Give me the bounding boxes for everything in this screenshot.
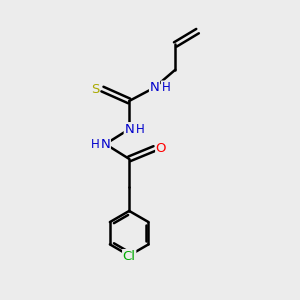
- Text: S: S: [91, 82, 99, 96]
- Text: N: N: [124, 123, 134, 136]
- Text: O: O: [156, 142, 166, 155]
- Text: N: N: [100, 138, 110, 151]
- Text: H: H: [161, 81, 170, 94]
- Text: Cl: Cl: [123, 250, 136, 262]
- Text: H: H: [136, 123, 145, 136]
- Text: H: H: [91, 138, 99, 151]
- Text: N: N: [150, 81, 159, 94]
